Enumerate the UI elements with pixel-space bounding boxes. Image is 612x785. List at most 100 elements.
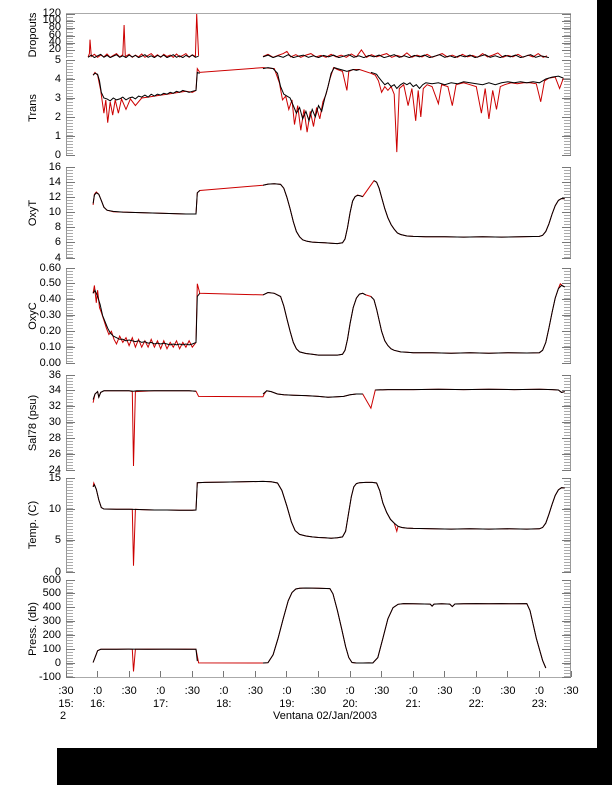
x-hour-label: 20: bbox=[342, 698, 358, 710]
x-tick bbox=[191, 671, 193, 677]
y-tick bbox=[66, 571, 75, 573]
y-tick-label: 5 bbox=[54, 534, 61, 547]
x-hour-label: 15: bbox=[58, 698, 74, 710]
trans-processed-line bbox=[370, 71, 564, 90]
y-tick bbox=[562, 212, 571, 213]
x-hour-label: 19: bbox=[279, 698, 295, 710]
y-tick bbox=[66, 13, 75, 15]
y-tick bbox=[66, 78, 75, 80]
y-tick bbox=[562, 154, 571, 156]
y-axis-left bbox=[66, 478, 73, 572]
y-tick bbox=[562, 607, 571, 609]
oxyt-raw-line bbox=[92, 180, 565, 245]
y-tick-label: 34 bbox=[48, 384, 61, 397]
panel-trans bbox=[66, 59, 571, 156]
x-tick-label: :30 bbox=[247, 685, 264, 697]
press-processed-line bbox=[92, 648, 198, 663]
y-tick bbox=[562, 181, 571, 183]
y-axis-title-oxyc: OxyC bbox=[27, 301, 39, 330]
y-tick bbox=[562, 97, 571, 99]
panel-temp-series bbox=[92, 480, 565, 566]
y-tick bbox=[66, 477, 75, 479]
y-tick bbox=[562, 390, 571, 392]
y-axis-title-sal78: Sal78 (psu) bbox=[27, 394, 39, 451]
y-tick bbox=[66, 676, 75, 678]
oxyc-processed-line bbox=[92, 289, 201, 346]
sal78-raw-line bbox=[92, 388, 565, 467]
y-tick-label: 15 bbox=[48, 471, 61, 484]
y-tick bbox=[562, 437, 571, 439]
x-hour-label: 18: bbox=[216, 698, 232, 710]
y-tick-label: 36 bbox=[48, 368, 61, 381]
y-tick-label: 0.40 bbox=[39, 293, 61, 306]
y-tick bbox=[562, 315, 571, 316]
y-tick bbox=[562, 540, 571, 542]
y-tick-label: 16 bbox=[48, 160, 61, 173]
x-tick-label: :30 bbox=[121, 685, 137, 697]
y-tick bbox=[66, 283, 75, 285]
y-tick-label: 30 bbox=[48, 416, 61, 428]
x-tick bbox=[507, 671, 509, 677]
y-tick-label: 0 bbox=[54, 148, 61, 161]
x-tick-label: :30 bbox=[310, 685, 327, 697]
y-tick bbox=[562, 227, 571, 229]
x-hour-label: 17: bbox=[153, 698, 169, 710]
y-tick bbox=[562, 571, 571, 573]
y-tick bbox=[66, 59, 75, 61]
y-tick bbox=[562, 477, 571, 479]
y-tick-label: 0 bbox=[54, 656, 61, 669]
y-axis-right bbox=[564, 580, 571, 677]
y-tick-label: 600 bbox=[42, 573, 61, 586]
dropouts-processed-line bbox=[262, 54, 550, 58]
y-tick bbox=[66, 35, 75, 37]
y-tick bbox=[66, 154, 75, 156]
y-tick bbox=[66, 406, 75, 408]
panel-dropouts bbox=[66, 13, 571, 58]
y-axis-left bbox=[66, 60, 73, 155]
y-tick bbox=[66, 662, 75, 664]
y-tick bbox=[562, 283, 571, 285]
trans-processed-line bbox=[262, 66, 360, 123]
y-tick bbox=[562, 78, 571, 80]
panel-press bbox=[66, 579, 571, 678]
y-axis-title-press: Press. (db) bbox=[27, 601, 39, 656]
y-tick-label: -100 bbox=[38, 670, 61, 683]
x-tick-label: :30 bbox=[437, 685, 453, 697]
y-tick bbox=[562, 374, 571, 376]
y-tick-label: 20 bbox=[48, 43, 61, 56]
y-tick bbox=[66, 648, 75, 650]
trans-processed-line bbox=[92, 71, 200, 102]
sal78-processed-line bbox=[375, 388, 565, 393]
x-tick bbox=[381, 671, 383, 677]
x-tick bbox=[97, 671, 99, 677]
x-tick bbox=[349, 671, 351, 677]
y-tick bbox=[66, 593, 75, 595]
y-tick bbox=[562, 634, 571, 636]
oxyc-raw-line bbox=[92, 282, 565, 356]
panel-oxyc-series bbox=[92, 282, 565, 356]
oxyt-processed-line bbox=[262, 183, 363, 245]
temp-raw-line bbox=[92, 480, 565, 566]
page-number: 2 bbox=[59, 710, 67, 722]
y-tick-label: 100 bbox=[42, 13, 61, 26]
y-tick bbox=[66, 135, 75, 137]
y-tick bbox=[562, 299, 571, 301]
y-tick-label: 400 bbox=[42, 601, 61, 614]
oxyc-processed-line bbox=[370, 284, 565, 354]
y-tick-label: 200 bbox=[42, 628, 61, 641]
y-tick bbox=[562, 406, 571, 408]
y-tick bbox=[66, 212, 75, 213]
y-tick-label: 300 bbox=[42, 615, 61, 628]
x-hour-label: 21: bbox=[405, 698, 421, 710]
y-tick-label: 4 bbox=[54, 72, 61, 85]
y-tick bbox=[66, 579, 75, 581]
y-tick bbox=[66, 390, 75, 392]
y-tick bbox=[66, 196, 75, 198]
y-axis-title-oxyt: OxyT bbox=[27, 199, 39, 226]
y-tick bbox=[562, 13, 571, 15]
x-tick bbox=[160, 671, 162, 677]
y-tick-label: 0.10 bbox=[39, 340, 61, 353]
y-tick bbox=[66, 362, 75, 364]
y-tick bbox=[562, 330, 571, 332]
